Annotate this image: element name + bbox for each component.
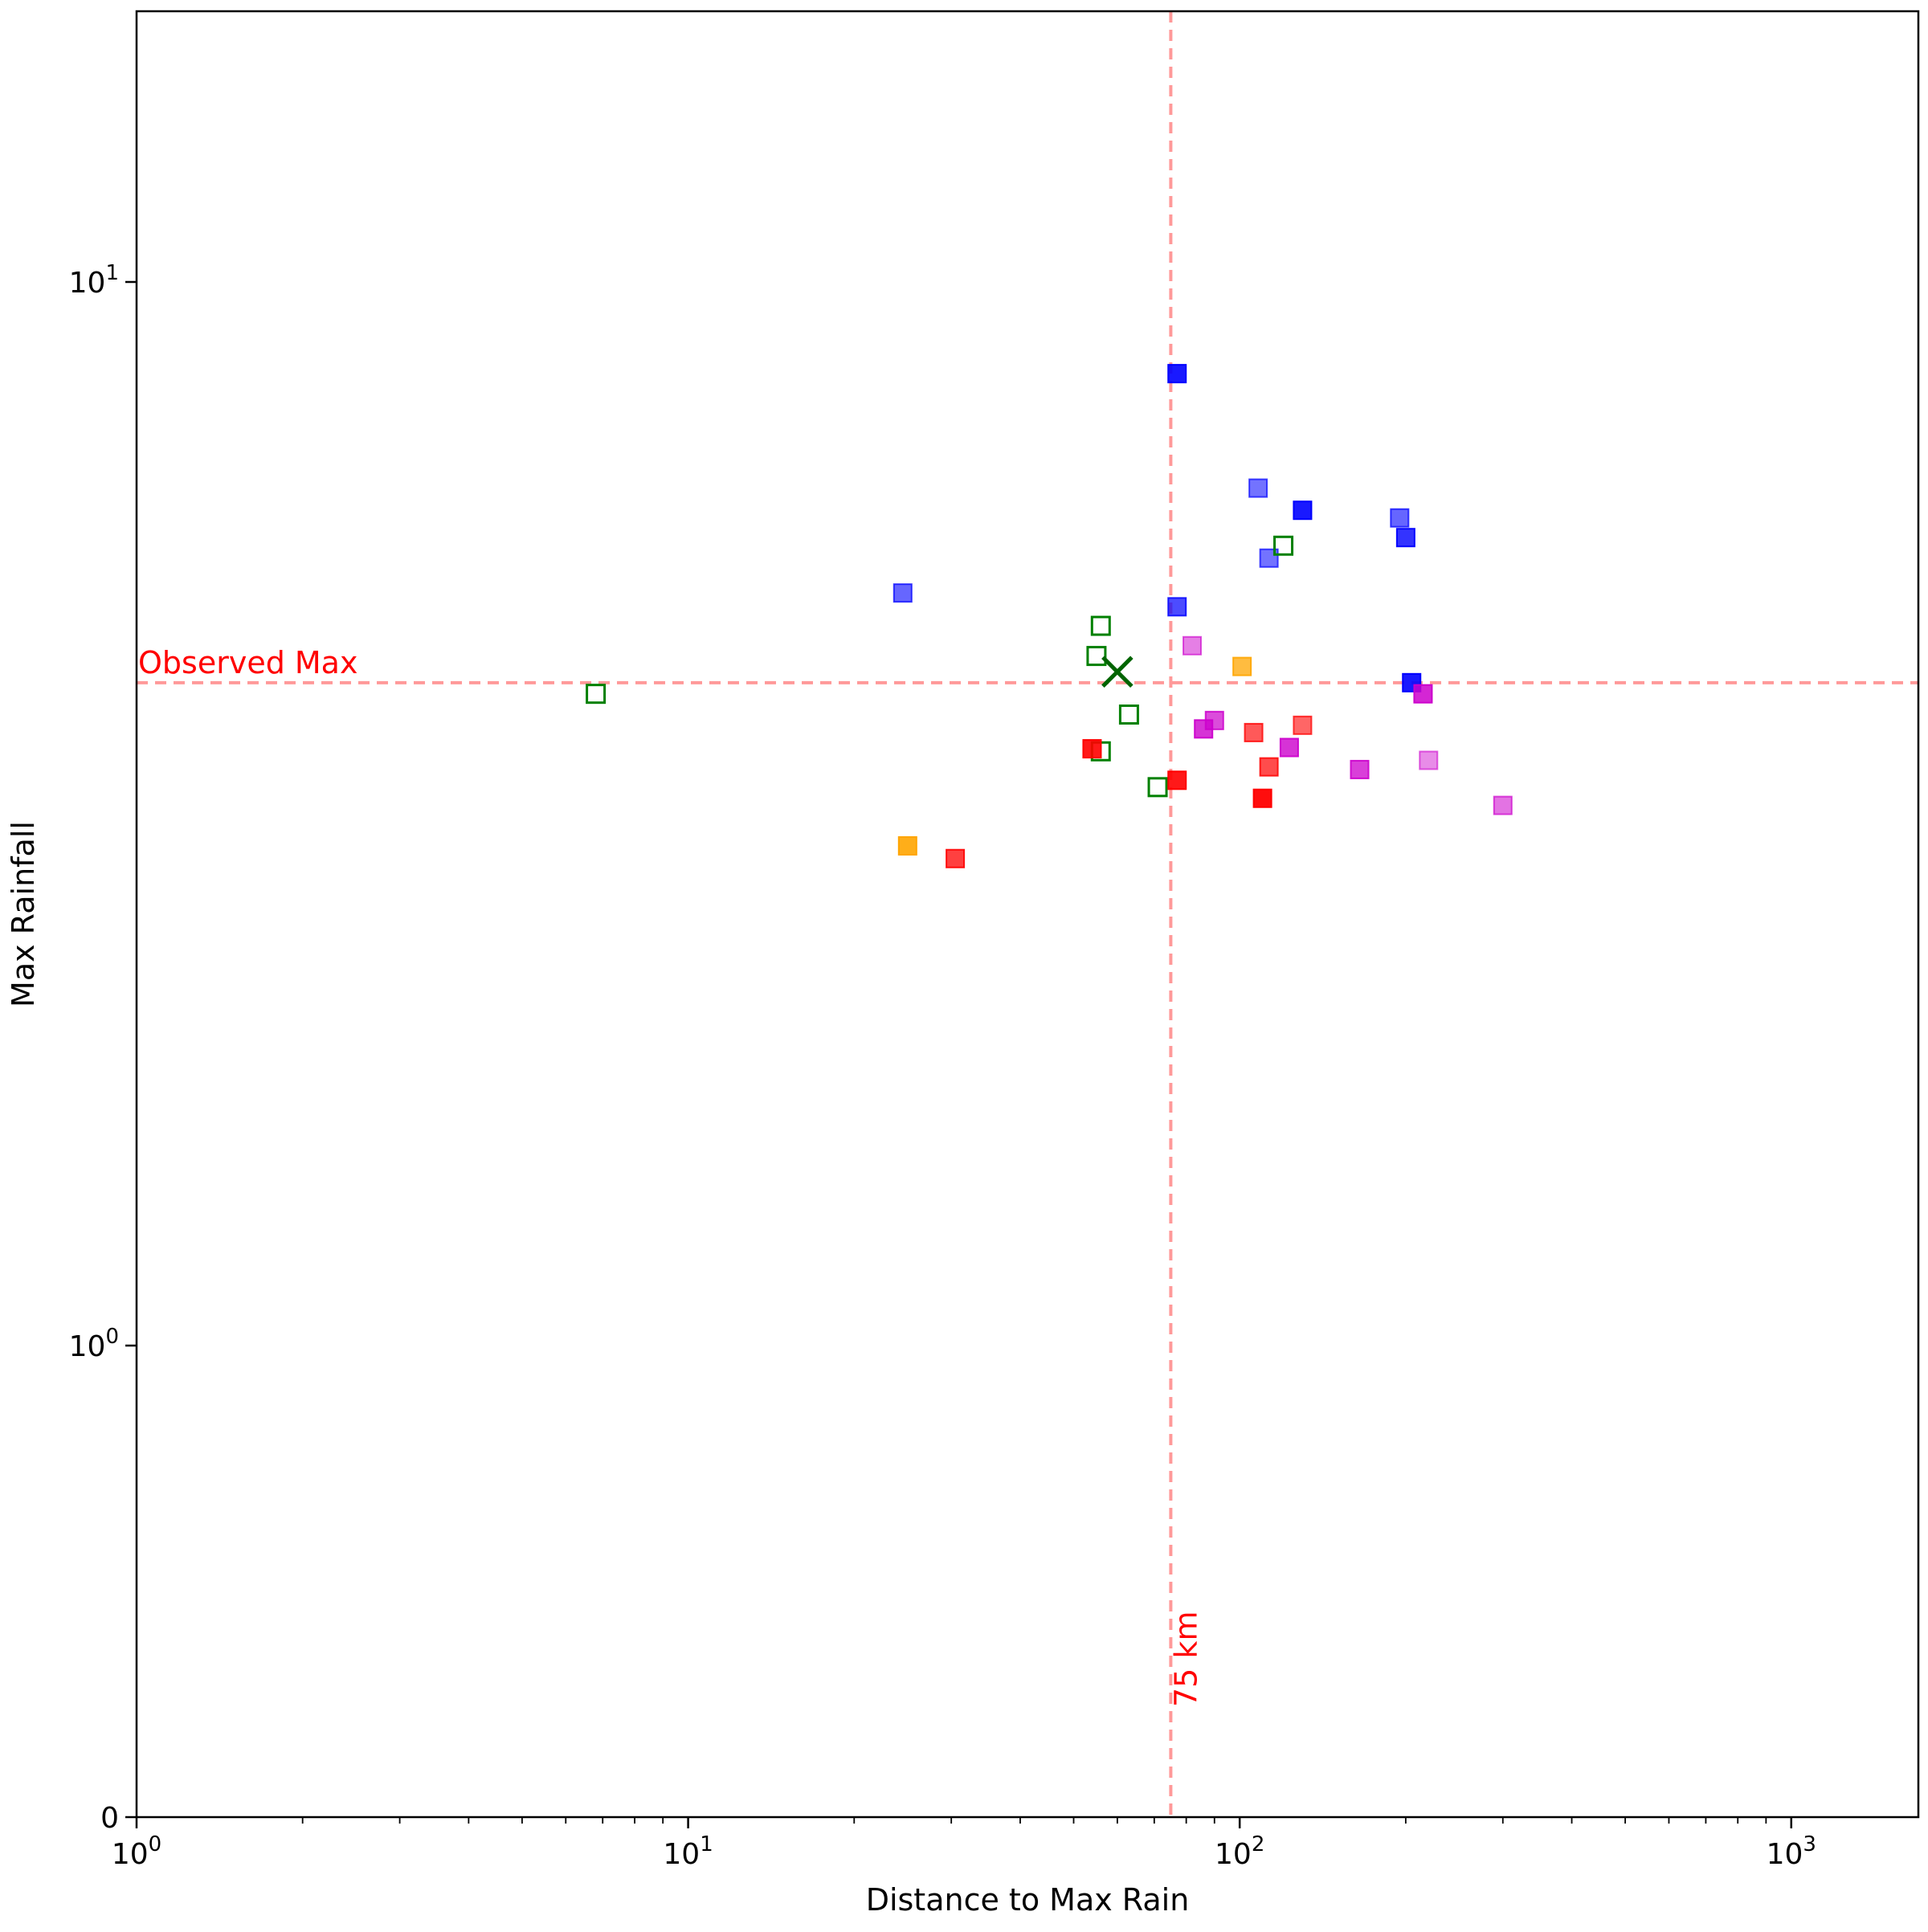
data-point xyxy=(1183,635,1203,656)
data-point xyxy=(1232,656,1252,676)
data-point xyxy=(1419,750,1439,770)
data-point xyxy=(1259,757,1279,777)
y-tick-label: 101 xyxy=(69,261,119,300)
data-point xyxy=(1273,535,1294,556)
data-points xyxy=(586,364,1513,868)
data-point xyxy=(1167,770,1187,790)
plot-frame xyxy=(135,10,1920,1819)
y-tick-label: 100 xyxy=(69,1325,119,1363)
data-point xyxy=(1194,719,1214,739)
data-point xyxy=(1167,597,1187,617)
data-point xyxy=(1413,684,1433,704)
y-axis-ticks: 0 100 101 xyxy=(69,261,137,1835)
data-point xyxy=(1390,508,1410,528)
x-axis-ticks: 100 101 102 103 xyxy=(112,1817,1816,1871)
data-point xyxy=(1293,715,1313,735)
y-tick-label: 0 xyxy=(100,1802,119,1835)
data-point xyxy=(1147,777,1168,798)
data-point xyxy=(1493,795,1513,815)
y-axis-label: Max Rainfall xyxy=(6,821,41,1007)
x-tick-label: 100 xyxy=(112,1832,161,1871)
reference-lines: Observed Max 75 km xyxy=(137,11,1918,1817)
data-point xyxy=(893,583,913,603)
distance-threshold-label: 75 km xyxy=(1168,1611,1203,1707)
data-point xyxy=(1167,364,1187,384)
data-point xyxy=(1252,788,1272,808)
data-point xyxy=(1279,737,1299,758)
observed-x-marker xyxy=(1101,656,1134,688)
data-point xyxy=(1395,528,1415,548)
x-tick-label: 103 xyxy=(1767,1832,1816,1871)
x-tick-label: 102 xyxy=(1215,1832,1264,1871)
data-point xyxy=(946,848,966,868)
observed-max-label: Observed Max xyxy=(138,645,357,680)
data-point xyxy=(1293,500,1313,521)
data-point xyxy=(897,835,917,856)
x-tick-label: 101 xyxy=(663,1832,713,1871)
x-axis-label: Distance to Max Rain xyxy=(866,1882,1190,1918)
data-point xyxy=(1118,704,1139,725)
data-point xyxy=(1248,478,1268,498)
data-point xyxy=(586,684,607,705)
observed-x-stroke-b xyxy=(1101,656,1134,688)
data-point xyxy=(1350,759,1370,779)
data-point xyxy=(1244,722,1264,742)
data-point xyxy=(1086,646,1107,667)
observed-marker-layer xyxy=(1101,656,1134,688)
data-point xyxy=(1082,739,1102,759)
data-point xyxy=(1090,615,1111,636)
